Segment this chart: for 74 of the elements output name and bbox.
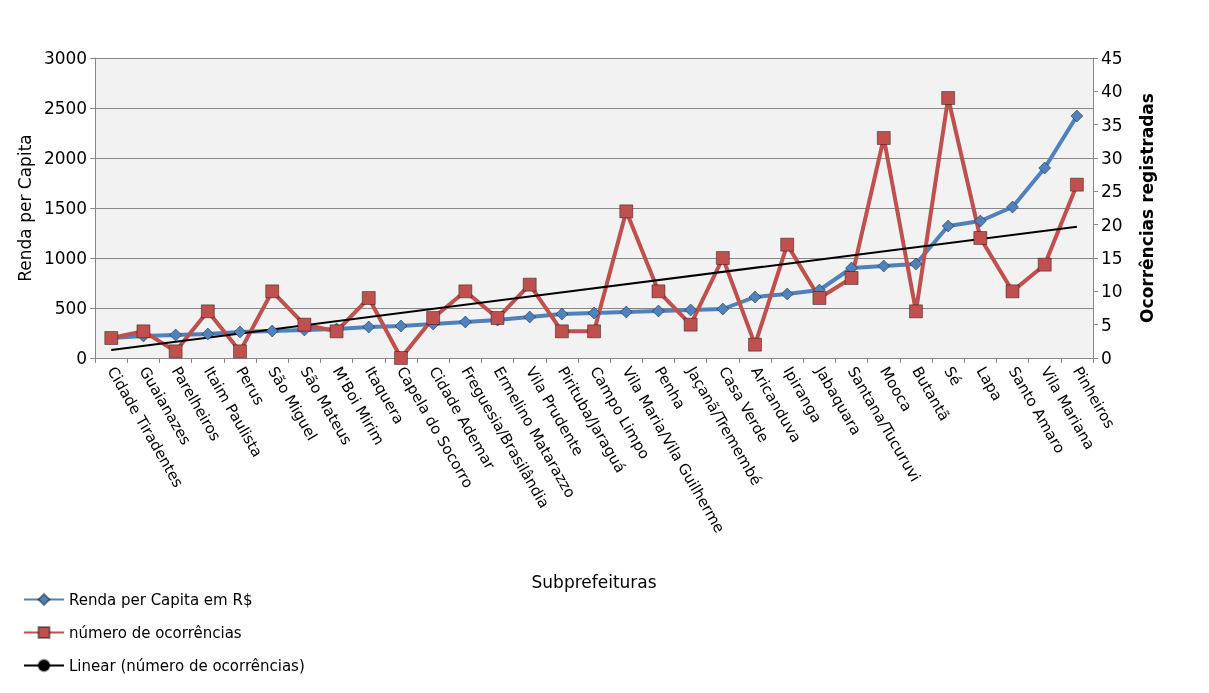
- point: [780, 287, 794, 301]
- point: [361, 291, 376, 305]
- point: [1006, 200, 1020, 214]
- point: [136, 324, 151, 339]
- point: [458, 284, 473, 299]
- point: [908, 304, 923, 319]
- point: [619, 204, 634, 219]
- point: [201, 327, 215, 341]
- point: [265, 324, 279, 338]
- point: [619, 305, 633, 319]
- point: [265, 284, 280, 299]
- point: [587, 324, 602, 339]
- y2-tick-label: 0: [1101, 348, 1112, 368]
- point: [716, 302, 730, 316]
- y2-tick-label: 30: [1101, 148, 1123, 168]
- point: [1038, 161, 1052, 175]
- legend-label: Renda per Capita em R$: [69, 590, 253, 609]
- point: [426, 311, 441, 325]
- point: [394, 319, 408, 333]
- y2-axis-title: Ocorrências registradas: [1136, 93, 1157, 323]
- point: [458, 315, 472, 329]
- y2-tick-label: 40: [1101, 81, 1123, 102]
- point: [941, 219, 955, 233]
- y2-tick-label: 5: [1101, 314, 1112, 335]
- point: [876, 131, 891, 145]
- point: [362, 320, 376, 334]
- point: [1070, 109, 1084, 123]
- point: [651, 284, 666, 299]
- point: [233, 325, 247, 339]
- y2-tick-label: 45: [1101, 48, 1123, 68]
- point: [683, 317, 698, 332]
- y-tick-label: 2000: [43, 148, 88, 168]
- legend-label: número de ocorrências: [69, 623, 242, 642]
- point: [651, 304, 665, 318]
- point: [748, 290, 762, 304]
- point: [169, 328, 183, 342]
- point: [393, 351, 408, 365]
- y2-tick-label: 10: [1101, 281, 1123, 302]
- point: [877, 259, 891, 273]
- point: [748, 337, 763, 352]
- y-tick-label: 500: [54, 298, 88, 318]
- y2-tick-label: 15: [1101, 248, 1123, 268]
- point: [587, 306, 601, 320]
- point: [941, 91, 956, 105]
- y-tick-label: 0: [76, 348, 88, 368]
- point: [554, 324, 569, 339]
- point: [555, 307, 569, 321]
- y2-tick-label: 35: [1101, 114, 1123, 135]
- y-tick-label: 2500: [43, 98, 88, 118]
- point: [168, 344, 183, 359]
- y-tick-label: 3000: [43, 48, 88, 68]
- y-tick-label: 1000: [43, 248, 88, 268]
- point: [523, 310, 537, 324]
- point: [297, 317, 312, 332]
- point: [812, 291, 827, 305]
- point: [844, 271, 859, 285]
- x-axis-title: Subprefeituras: [531, 571, 657, 592]
- point: [909, 257, 923, 271]
- point: [780, 237, 795, 252]
- point: [200, 304, 215, 319]
- point: [684, 303, 698, 317]
- y-axis-title: Renda per Capita: [14, 134, 35, 282]
- point: [233, 344, 248, 359]
- point: [522, 277, 537, 292]
- point: [1005, 284, 1020, 299]
- y-tick-label: 1500: [43, 198, 88, 218]
- y2-tick-label: 20: [1101, 214, 1123, 235]
- y2-tick-label: 25: [1101, 181, 1123, 202]
- point: [1069, 177, 1084, 192]
- legend-label: Linear (número de ocorrências): [69, 656, 305, 675]
- point: [715, 251, 730, 265]
- point: [973, 231, 988, 245]
- point: [1037, 257, 1052, 272]
- point: [973, 214, 987, 228]
